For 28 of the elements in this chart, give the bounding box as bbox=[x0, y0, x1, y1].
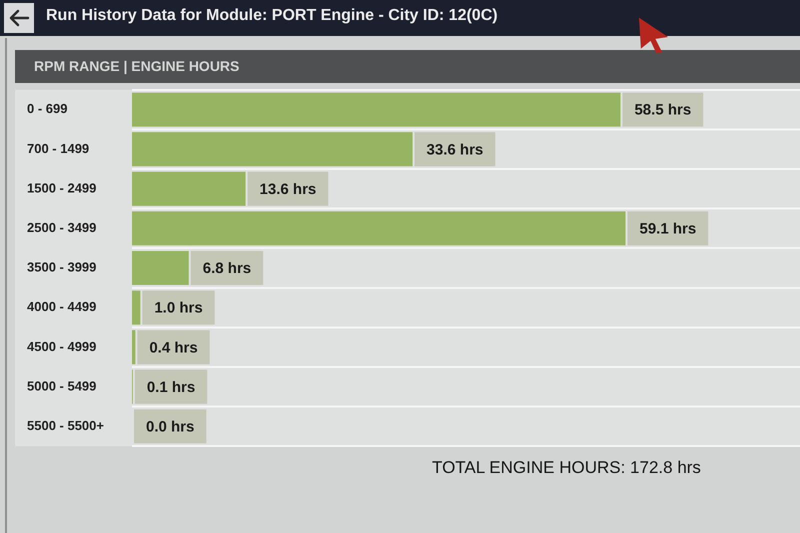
chart-title: Run History Data for Module: PORT Engine - City ID: 12(0C) bbox=[46, 7, 498, 25]
bar bbox=[132, 92, 620, 127]
bar bbox=[132, 250, 189, 286]
y-tick-label: 0 - 699 bbox=[27, 101, 68, 116]
y-tick-label: 4000 - 4499 bbox=[27, 299, 96, 314]
data-label: 13.6 hrs bbox=[260, 180, 316, 198]
y-tick-label: 3500 - 3999 bbox=[27, 260, 96, 275]
chart-subtitle: RPM RANGE | ENGINE HOURS bbox=[34, 58, 240, 74]
data-label: 59.1 hrs bbox=[639, 220, 696, 238]
bar bbox=[132, 211, 626, 246]
y-tick-label: 2500 - 3499 bbox=[27, 220, 96, 235]
data-label: 6.8 hrs bbox=[202, 260, 252, 278]
y-tick-label: 5500 - 5500+ bbox=[27, 418, 104, 433]
bar bbox=[132, 330, 136, 364]
text: TOTAL ENGINE HOURS: 172.8 hrs bbox=[432, 458, 701, 478]
data-label: 0.1 hrs bbox=[146, 378, 196, 396]
y-tick-label: 5000 - 5499 bbox=[27, 378, 96, 394]
bar bbox=[132, 172, 246, 206]
y-tick-label: 4500 - 4999 bbox=[27, 338, 96, 354]
data-label: 33.6 hrs bbox=[426, 141, 484, 158]
data-label: 0.4 hrs bbox=[149, 339, 198, 356]
y-tick-label: 1500 - 2499 bbox=[27, 180, 96, 196]
bar bbox=[132, 290, 140, 325]
y-tick-label: 700 - 1499 bbox=[27, 140, 90, 156]
data-label: 0.0 hrs bbox=[146, 418, 194, 436]
data-label: 1.0 hrs bbox=[154, 300, 203, 317]
bar bbox=[132, 132, 413, 166]
data-label: 58.5 hrs bbox=[634, 102, 692, 119]
